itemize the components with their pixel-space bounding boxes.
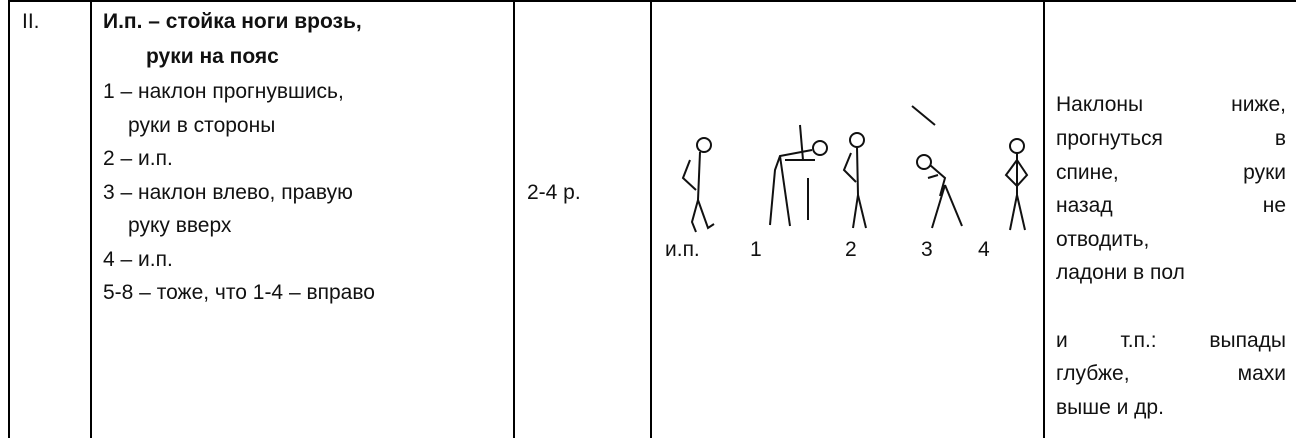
note-line: ладони в пол <box>1056 261 1185 284</box>
exercise-step: 5-8 – тоже, что 1-4 – вправо <box>103 281 375 304</box>
table-border <box>513 2 515 438</box>
dosage: 2-4 р. <box>527 181 581 204</box>
note-line: прогнуться в <box>1056 127 1286 150</box>
row-number: II. <box>22 10 40 33</box>
exercise-step: 2 – и.п. <box>103 147 173 170</box>
exercise-step: 1 – наклон прогнувшись, <box>103 80 344 103</box>
note-line: выше и др. <box>1056 396 1164 419</box>
exercise-title: руки на пояс <box>146 45 279 68</box>
figure-label: 2 <box>845 238 857 261</box>
figure-label: 1 <box>750 238 762 261</box>
figure-label: 3 <box>921 238 933 261</box>
note-line: Наклоны ниже, <box>1056 93 1286 116</box>
exercise-title: И.п. – стойка ноги врозь, <box>103 10 362 33</box>
note-line: отводить, <box>1056 228 1150 251</box>
note-line: глубже, махи <box>1056 362 1286 385</box>
exercise-step: 4 – и.п. <box>103 248 173 271</box>
exercise-step: руки в стороны <box>128 114 276 137</box>
note-line: назад не <box>1056 194 1286 217</box>
table-border <box>90 2 92 438</box>
note-line: спине, руки <box>1056 161 1286 184</box>
note-line: и т.п.: выпады <box>1056 329 1286 352</box>
figure-label: 4 <box>978 238 990 261</box>
exercise-step: руку вверх <box>128 214 232 237</box>
table-border <box>1043 2 1045 438</box>
exercise-step: 3 – наклон влево, правую <box>103 181 353 204</box>
table-border <box>650 2 652 438</box>
table-border <box>8 2 10 438</box>
figure-label: и.п. <box>665 238 700 261</box>
table-border <box>8 0 1296 2</box>
